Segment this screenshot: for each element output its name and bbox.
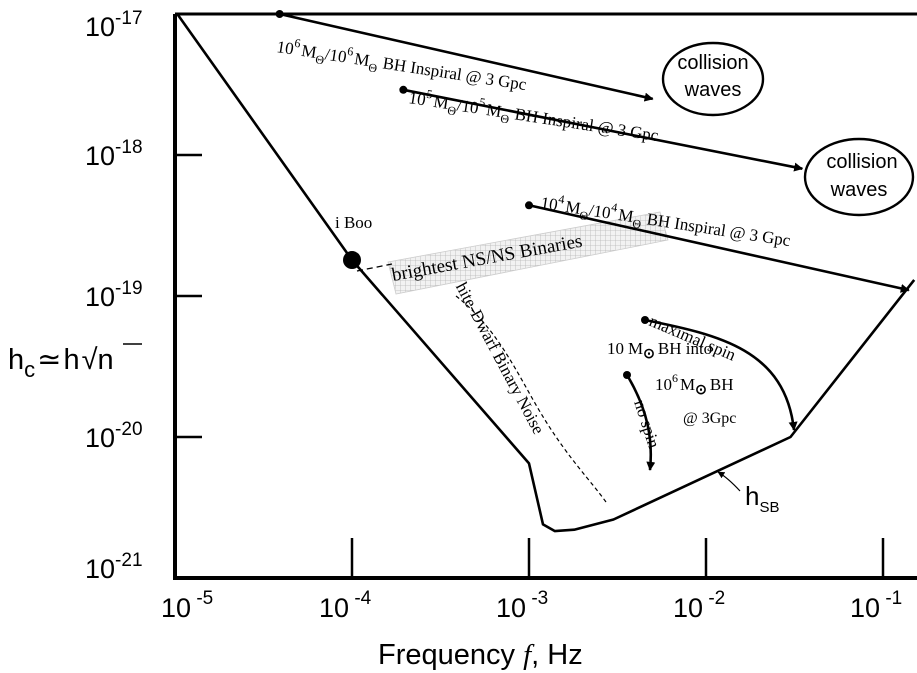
x-tick-label: 10 -2 [673, 588, 725, 623]
inspiral-label-1e5: 105MΘ/105MΘ BH Inspiral @ 3 Gpc [407, 84, 661, 149]
svg-text:waves: waves [830, 179, 888, 201]
no-spin-curve [625, 374, 656, 471]
y-tick-label: 10-20 [85, 419, 143, 453]
y-tick-label: 10-18 [85, 137, 143, 171]
inspiral-start-1e5 [399, 85, 408, 94]
white-dwarf-noise-line [455, 295, 607, 503]
sensitivity-curve [176, 13, 916, 533]
x-tick-label: 10 -3 [496, 588, 548, 623]
white-dwarf-label: White-Dwarf Binary Noise [444, 265, 548, 437]
x-ticks: 10 -5 10 -4 10 -3 10 -2 10 -1 [161, 538, 902, 623]
svg-text:collision: collision [826, 151, 897, 173]
collision-bubble-1 [661, 41, 765, 117]
ns-leader-line [356, 263, 393, 272]
emri-line1: 10 M⊙ BH into [607, 339, 712, 362]
y-axis-title: hc≃h√n [8, 343, 142, 382]
inspiral-line-1e4 [528, 204, 910, 293]
inspiral-line-1e6 [279, 12, 654, 102]
inspiral-line-1e5 [403, 88, 804, 172]
svg-text:hSB: hSB [745, 481, 779, 516]
collision-bubble-2 [803, 137, 915, 217]
inspiral-start-1e6 [275, 10, 284, 18]
y-tick-label: 10-19 [85, 278, 143, 312]
maximal-spin-curve [644, 318, 798, 431]
collision-waves-2: collision waves [803, 137, 915, 217]
i-boo-source: i Boo [335, 213, 372, 270]
x-tick-label: 10 -4 [319, 588, 372, 623]
no-spin-start [623, 371, 631, 379]
emri-annotation: 10 M⊙ BH into 106 M⊙ BH @ 3Gpc maximal spin … [607, 311, 798, 471]
svg-text:collision: collision [677, 52, 748, 74]
i-boo-marker [343, 251, 361, 270]
collision-waves-1: collision waves [661, 41, 765, 117]
maximal-spin-start [641, 316, 649, 324]
plot-frame [173, 12, 917, 580]
h-sb-label: hSB [717, 471, 779, 516]
x-tick-label: 10 -5 [161, 588, 213, 623]
svg-text:hc≃h√n: hc≃h√n [8, 344, 114, 382]
inspiral-tracks [275, 10, 910, 293]
inspiral-start-1e4 [525, 201, 533, 210]
y-tick-label: 10-21 [85, 550, 143, 584]
x-tick-label: 10 -1 [850, 588, 902, 623]
ns-binaries-band: brightest NS/NS Binaries [356, 211, 669, 295]
emri-line3: @ 3Gpc [683, 410, 736, 427]
y-ticks: 10-17 10-18 10-19 10-20 10-21 [85, 8, 202, 584]
emri-line2: 106 M⊙ BH [655, 371, 733, 398]
h-sb-pointer [717, 471, 741, 492]
no-spin-label: no spin [630, 397, 664, 451]
y-tick-label: 10-17 [85, 8, 143, 42]
svg-text:waves: waves [684, 79, 742, 101]
x-axis-title: Frequency f, Hz [378, 639, 583, 671]
i-boo-label: i Boo [335, 213, 372, 232]
